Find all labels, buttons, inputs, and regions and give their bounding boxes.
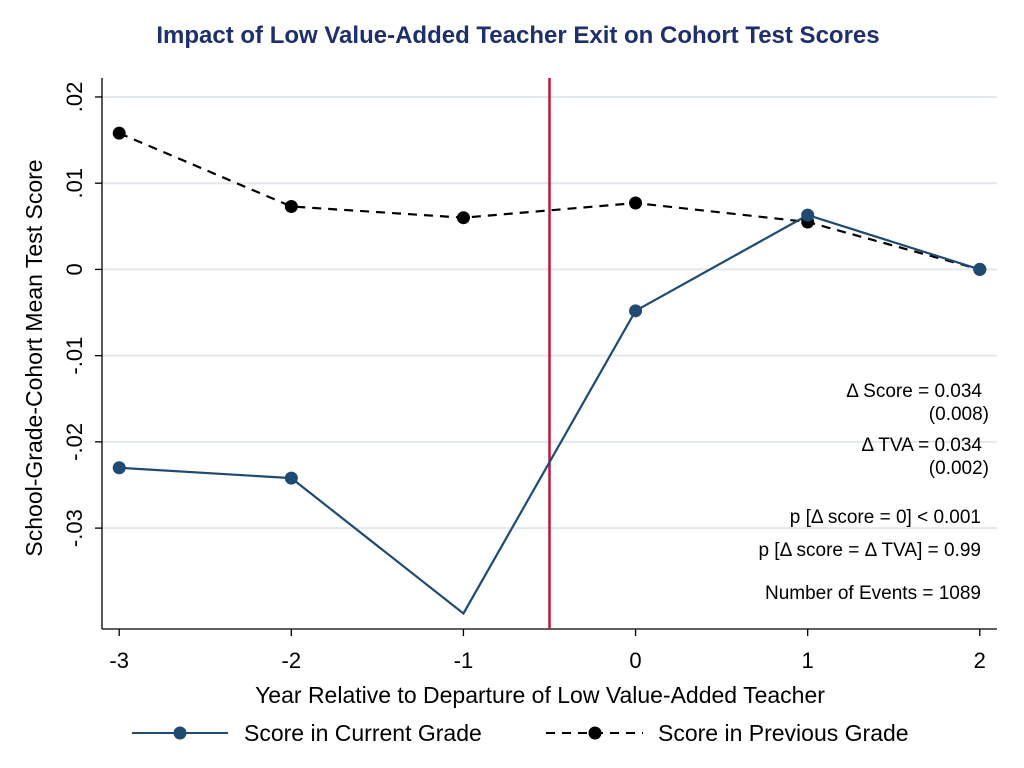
delta-score-annotation: Δ Score = 0.034 xyxy=(846,381,982,402)
y-tick-label: -.03 xyxy=(62,509,87,547)
y-tick-label: 0 xyxy=(62,263,87,275)
data-point-current-grade xyxy=(284,471,298,485)
y-axis-label: School-Grade-Cohort Mean Test Score xyxy=(21,159,47,556)
chart-title: Impact of Low Value-Added Teacher Exit o… xyxy=(156,22,880,49)
data-point-current-grade xyxy=(801,208,815,222)
legend-label-previous-grade: Score in Previous Grade xyxy=(658,720,909,746)
y-ticks: .02 .01 0 -.01 -.02 -.03 xyxy=(62,82,102,547)
x-tick-label: 2 xyxy=(974,648,986,673)
data-point-previous-grade xyxy=(112,126,126,140)
x-axis-label: Year Relative to Departure of Low Value-… xyxy=(255,682,825,708)
x-ticks: -3 -2 -1 0 1 2 xyxy=(109,629,986,673)
data-point-current-grade xyxy=(629,304,643,318)
y-tick-label: -.02 xyxy=(62,423,87,461)
legend-marker-current-grade xyxy=(173,726,187,740)
annotations: Δ Score = 0.034 (0.008) Δ TVA = 0.034 (0… xyxy=(758,381,989,604)
y-tick-label: .01 xyxy=(62,168,87,199)
y-tick-label: .02 xyxy=(62,82,87,113)
delta-tva-annotation: Δ TVA = 0.034 xyxy=(861,435,982,456)
series-layer xyxy=(112,126,987,616)
legend-marker-previous-grade xyxy=(588,726,602,740)
x-tick-label: 1 xyxy=(802,648,814,673)
delta-tva-se-annotation: (0.002) xyxy=(929,458,989,479)
legend-label-current-grade: Score in Current Grade xyxy=(244,720,482,746)
p-value-zero-annotation: p [Δ score = 0] < 0.001 xyxy=(790,507,981,528)
data-point-previous-grade xyxy=(456,211,470,225)
data-point-current-grade xyxy=(112,461,126,475)
data-point-previous-grade xyxy=(629,196,643,210)
data-point-previous-grade xyxy=(284,199,298,213)
delta-score-se-annotation: (0.008) xyxy=(929,404,989,425)
series-line-current-grade xyxy=(119,213,981,616)
x-tick-label: -3 xyxy=(109,648,129,673)
x-tick-label: 0 xyxy=(629,648,641,673)
p-value-tva-annotation: p [Δ score = Δ TVA] = 0.99 xyxy=(758,540,981,561)
x-tick-label: -1 xyxy=(454,648,474,673)
number-of-events-annotation: Number of Events = 1089 xyxy=(765,583,981,604)
data-point-current-grade xyxy=(973,262,987,276)
y-tick-label: -.01 xyxy=(62,337,87,375)
legend: Score in Current Grade Score in Previous… xyxy=(132,720,909,746)
x-tick-label: -2 xyxy=(282,648,302,673)
